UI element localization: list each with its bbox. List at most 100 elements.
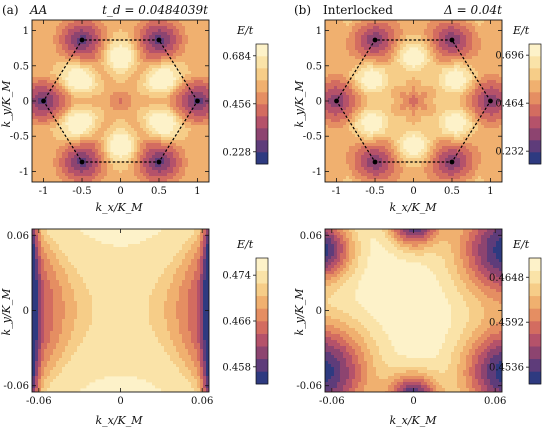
heatmap-cell — [361, 140, 365, 144]
heatmap-cell — [433, 131, 437, 135]
heatmap-cell — [125, 122, 129, 126]
heatmap-cell — [373, 107, 377, 111]
heatmap-cell — [179, 164, 183, 168]
heatmap-cell — [442, 68, 446, 72]
heatmap-cell — [203, 128, 207, 132]
heatmap-cell — [364, 92, 368, 96]
heatmap-cell — [385, 29, 389, 33]
heatmap-cell — [107, 128, 111, 132]
heatmap-cell — [403, 131, 407, 135]
heatmap-cell — [53, 44, 57, 48]
heatmap-cell — [149, 59, 153, 63]
panel-label: (a) — [2, 3, 19, 17]
heatmap-cell — [203, 167, 207, 171]
heatmap-cell — [68, 59, 72, 63]
heatmap-cell — [397, 89, 401, 93]
heatmap-cell — [86, 20, 90, 24]
heatmap-cell — [331, 41, 335, 45]
heatmap-cell — [376, 107, 380, 111]
heatmap-cell — [134, 74, 138, 78]
heatmap-cell — [194, 20, 198, 24]
heatmap-cell — [140, 80, 144, 84]
heatmap-cell — [197, 167, 201, 171]
heatmap-cell — [47, 65, 51, 69]
heatmap-cell — [373, 47, 377, 51]
heatmap-cell — [364, 86, 368, 90]
heatmap-cell — [155, 110, 159, 114]
heatmap-cell — [110, 104, 114, 108]
heatmap-cell — [152, 23, 156, 27]
heatmap-cell — [370, 173, 374, 177]
heatmap-cell — [119, 176, 123, 180]
heatmap-cell — [200, 104, 204, 108]
heatmap-cell — [433, 116, 437, 120]
heatmap-cell — [439, 131, 443, 135]
heatmap-cell — [427, 80, 431, 84]
heatmap-cell — [170, 38, 174, 42]
heatmap-cell — [173, 125, 177, 129]
heatmap-cell — [400, 158, 404, 162]
heatmap-cell — [59, 179, 63, 182]
heatmap-cell — [358, 107, 362, 111]
heatmap-cell — [107, 119, 111, 123]
heatmap-cell — [89, 50, 93, 54]
heatmap-cell — [56, 107, 60, 111]
heatmap-cell — [370, 176, 374, 180]
heatmap-cell — [77, 155, 81, 159]
heatmap-cell — [173, 68, 177, 72]
heatmap-cell — [149, 20, 153, 24]
heatmap-cell — [137, 53, 141, 57]
heatmap-cell — [137, 125, 141, 129]
heatmap-cell — [200, 116, 204, 120]
heatmap-cell — [343, 65, 347, 69]
heatmap-cell — [107, 95, 111, 99]
heatmap-cell — [170, 134, 174, 138]
heatmap-cell — [158, 110, 162, 114]
heatmap-cell — [74, 101, 78, 105]
heatmap-cell — [119, 35, 123, 39]
heatmap-cell — [41, 113, 45, 117]
heatmap-cell — [77, 53, 81, 57]
heatmap-cell — [44, 29, 48, 33]
heatmap-cell — [137, 29, 141, 33]
heatmap-cell — [343, 110, 347, 114]
heatmap-cell — [179, 86, 183, 90]
heatmap-cell — [32, 143, 36, 147]
heatmap-cell — [83, 170, 87, 174]
heatmap-cell — [331, 53, 335, 57]
heatmap-cell — [65, 164, 69, 168]
heatmap-cell — [188, 65, 192, 69]
heatmap-cell — [41, 146, 45, 150]
heatmap-cell — [35, 83, 39, 87]
heatmap-cell — [173, 26, 177, 30]
heatmap-cell — [62, 155, 66, 159]
heatmap-cell — [328, 68, 332, 72]
heatmap-cell — [331, 143, 335, 147]
heatmap-cell — [155, 167, 159, 171]
heatmap-cell — [119, 23, 123, 27]
heatmap-cell — [331, 68, 335, 72]
heatmap-cell — [430, 98, 434, 102]
k-point-marker — [156, 159, 162, 165]
heatmap-cell — [155, 35, 159, 39]
heatmap-cell — [388, 143, 392, 147]
heatmap-cell — [125, 107, 129, 111]
heatmap-cell — [424, 23, 428, 27]
heatmap-cell — [358, 155, 362, 159]
heatmap-cell — [391, 74, 395, 78]
heatmap-cell — [352, 167, 356, 171]
heatmap-cell — [158, 107, 162, 111]
heatmap-cell — [128, 62, 132, 66]
heatmap-cell — [50, 113, 54, 117]
heatmap-cell — [62, 80, 66, 84]
heatmap-cell — [125, 20, 129, 24]
heatmap-cell — [173, 86, 177, 90]
heatmap-cell — [346, 41, 350, 45]
heatmap-cell — [89, 53, 93, 57]
heatmap-cell — [376, 56, 380, 60]
heatmap-cell — [203, 152, 207, 156]
heatmap-cell — [176, 107, 180, 111]
heatmap-cell — [101, 122, 105, 126]
heatmap-cell — [346, 122, 350, 126]
heatmap-cell — [331, 29, 335, 33]
